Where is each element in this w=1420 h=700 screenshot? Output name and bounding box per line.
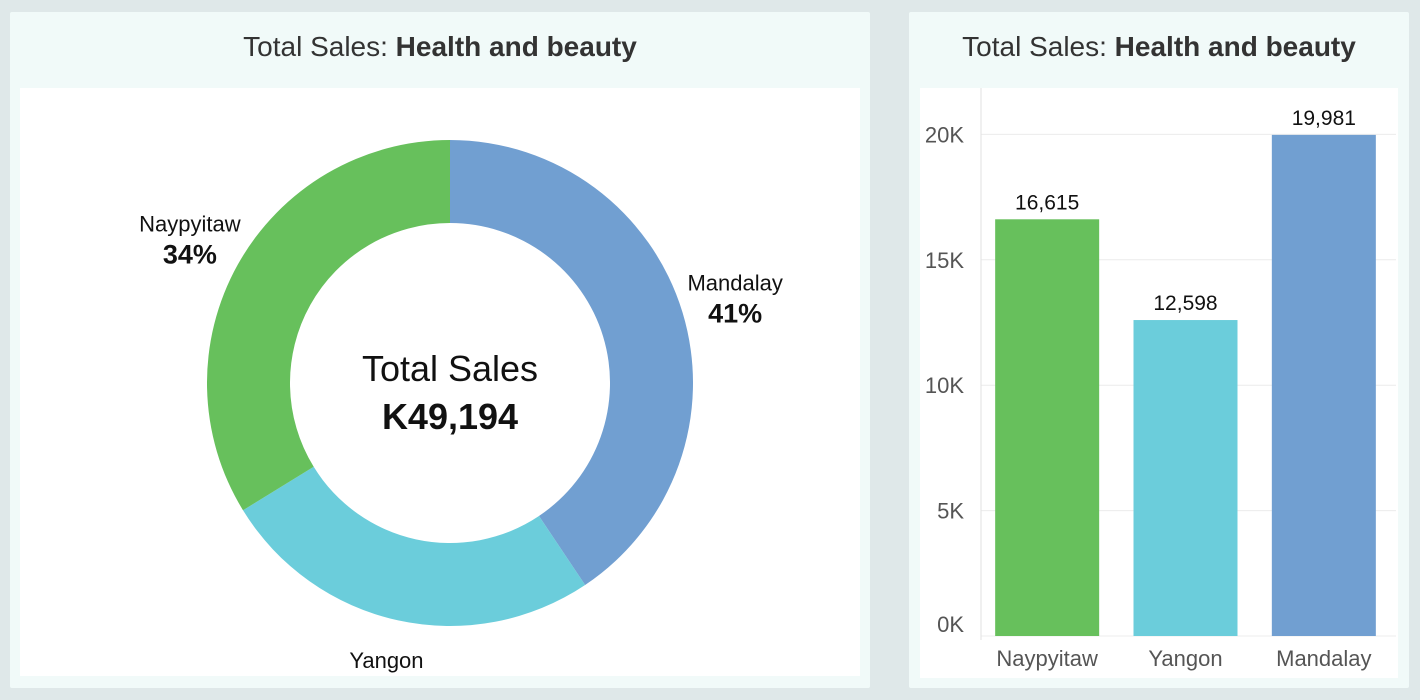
y-tick-label: 10K [925, 373, 964, 398]
donut-title-category: Health and beauty [395, 31, 637, 62]
donut-center-label: Total Sales [362, 348, 538, 389]
donut-chart-title: Total Sales: Health and beauty [10, 31, 870, 63]
bar-title-prefix: Total Sales: [962, 31, 1115, 62]
donut-label-mandalay: Mandalay [687, 270, 782, 295]
y-tick-label: 20K [925, 122, 964, 147]
x-tick-label-mandalay: Mandalay [1276, 646, 1371, 671]
donut-label-naypyitaw: Naypyitaw [139, 212, 241, 237]
bar-naypyitaw [995, 219, 1100, 636]
y-tick-label: 15K [925, 248, 964, 273]
donut-slice-mandalay [450, 140, 693, 585]
y-tick-label: 5K [937, 499, 964, 524]
donut-slice-naypyitaw [206, 140, 450, 511]
donut-slice-yangon [243, 466, 586, 626]
bar-value-label-naypyitaw: 16,615 [1015, 191, 1079, 214]
y-tick-label: 0K [937, 612, 964, 637]
donut-chart-panel: Total Sales: Health and beauty Mandalay 4… [10, 12, 870, 700]
bar-yangon [1133, 320, 1238, 636]
x-tick-label-yangon: Yangon [1148, 646, 1222, 671]
bar-value-label-mandalay: 19,981 [1292, 107, 1356, 130]
bar-chart-title: Total Sales: Health and beauty [909, 31, 1409, 63]
donut-label-yangon: Yangon [349, 648, 423, 673]
bar-chart-panel: Total Sales: Health and beauty 0K 5K 10K 15… [909, 12, 1409, 688]
bar-value-label-yangon: 12,598 [1153, 292, 1217, 315]
x-tick-label-naypyitaw: Naypyitaw [996, 646, 1098, 671]
donut-percent-mandalay: 41% [708, 298, 762, 328]
donut-center-value: K49,194 [382, 396, 518, 437]
donut-percent-naypyitaw: 34% [163, 240, 217, 270]
bar-mandalay [1271, 134, 1376, 636]
bar-title-category: Health and beauty [1114, 31, 1356, 62]
bar-plot-area: 0K 5K 10K 15K 20K 16,615 Naypyitaw 12,598 Yangon… [920, 88, 1398, 678]
bar-chart-svg: 0K 5K 10K 15K 20K 16,615 Naypyitaw 12,598 Yangon… [925, 88, 1396, 671]
donut-title-prefix: Total Sales: [243, 31, 396, 62]
